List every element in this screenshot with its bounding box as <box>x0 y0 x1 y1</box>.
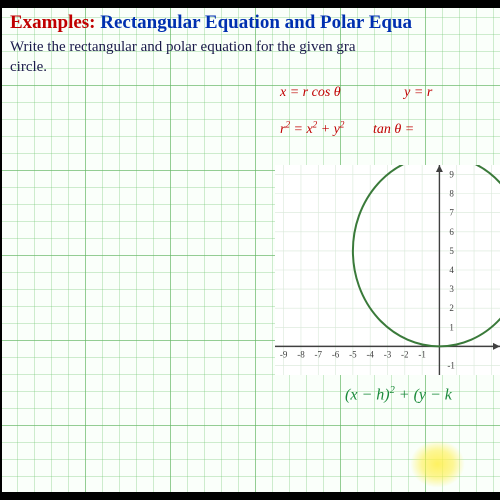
page-title: Examples: Rectangular Equation and Polar… <box>10 12 490 34</box>
svg-text:-1: -1 <box>418 349 426 359</box>
circle-chart: -9 -8 -7 -6 -5 -4 -3 -2 -1 1 2 3 4 5 6 7 8 9 -1 <box>275 165 500 375</box>
svg-text:1: 1 <box>449 322 454 332</box>
title-examples: Examples: <box>10 12 96 33</box>
title-subject: Rectangular Equation and Polar Equa <box>100 12 412 33</box>
prompt-line1: Write the rectangular and polar equation… <box>10 38 490 58</box>
svg-text:5: 5 <box>449 246 454 256</box>
svg-text:4: 4 <box>449 265 454 275</box>
svg-text:-1: -1 <box>447 360 455 370</box>
chart-svg: -9 -8 -7 -6 -5 -4 -3 -2 -1 1 2 3 4 5 6 7 8 9 -1 <box>275 165 500 375</box>
svg-text:-8: -8 <box>297 349 305 359</box>
svg-text:2: 2 <box>449 303 454 313</box>
svg-text:-9: -9 <box>280 349 288 359</box>
svg-text:-5: -5 <box>349 349 357 359</box>
svg-text:3: 3 <box>449 284 454 294</box>
svg-text:6: 6 <box>449 227 454 237</box>
formula-tan: tan θ = <box>373 122 414 138</box>
prompt-text: Write the rectangular and polar equation… <box>10 38 490 77</box>
svg-text:-3: -3 <box>384 349 392 359</box>
svg-text:9: 9 <box>449 170 454 180</box>
highlight-cursor <box>410 440 465 488</box>
circle-equation: (x − h)2 + (y − k <box>345 385 452 404</box>
svg-text:8: 8 <box>449 189 454 199</box>
conversion-formulas: x = r cos θ y = r r2 = x2 + y2 tan θ = <box>280 85 432 138</box>
svg-text:-4: -4 <box>366 349 374 359</box>
prompt-line2: circle. <box>10 58 490 78</box>
formula-r2: r2 = x2 + y2 <box>280 122 344 137</box>
svg-text:-6: -6 <box>332 349 340 359</box>
content-area: Examples: Rectangular Equation and Polar… <box>0 0 500 89</box>
svg-text:-7: -7 <box>315 349 323 359</box>
svg-text:7: 7 <box>449 208 454 218</box>
svg-text:-2: -2 <box>401 349 409 359</box>
